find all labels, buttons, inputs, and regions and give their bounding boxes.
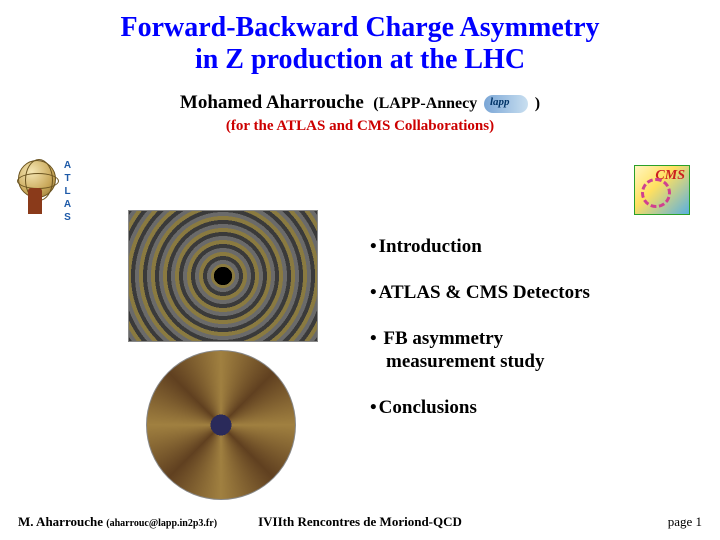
page-label: page — [668, 514, 693, 529]
atlas-logo-icon: ATLAS — [18, 160, 78, 220]
collaboration-text: (for the ATLAS and CMS Collaborations) — [0, 118, 720, 135]
footer-author: M. Aharrouche (aharrouc@lapp.in2p3.fr) — [18, 514, 217, 530]
atlas-label: ATLAS — [62, 160, 73, 225]
page-number: 1 — [696, 514, 703, 529]
bullet-text: FB asymmetry — [383, 328, 503, 349]
list-item: FB asymmetry measurement study — [370, 327, 680, 375]
detector-images — [128, 210, 318, 508]
bullet-text: Conclusions — [379, 397, 477, 418]
list-item: Introduction — [370, 235, 680, 259]
list-item: Conclusions — [370, 396, 680, 420]
title-line-2: in Z production at the LHC — [195, 44, 525, 75]
bullet-text: ATLAS & CMS Detectors — [379, 282, 590, 303]
affiliation-prefix: (LAPP-Annecy — [373, 95, 477, 112]
cms-logo-icon: CMS — [634, 165, 690, 215]
slide-title: Forward-Backward Charge Asymmetry in Z p… — [0, 0, 720, 80]
bullet-text: Introduction — [379, 236, 482, 257]
cms-detector-image — [146, 350, 296, 500]
author-line: Mohamed Aharrouche (LAPP-Annecy ) — [0, 92, 720, 114]
footer-conference: IVIIth Rencontres de Moriond-QCD — [258, 514, 462, 530]
footer-email: (aharrouc@lapp.in2p3.fr) — [106, 518, 217, 529]
title-line-1: Forward-Backward Charge Asymmetry — [120, 12, 599, 43]
list-item: ATLAS & CMS Detectors — [370, 281, 680, 305]
atlas-detector-image — [128, 210, 318, 342]
footer-page: page 1 — [668, 514, 702, 530]
author-name: Mohamed Aharrouche — [180, 92, 364, 113]
lapp-logo-icon — [484, 95, 528, 113]
footer-author-name: M. Aharrouche — [18, 514, 103, 529]
affiliation-suffix: ) — [535, 95, 540, 112]
outline-list: Introduction ATLAS & CMS Detectors FB as… — [370, 235, 680, 442]
cms-ring-icon — [641, 178, 671, 208]
atlas-figure-icon — [28, 188, 42, 214]
bullet-text-cont: measurement study — [386, 350, 680, 374]
footer: M. Aharrouche (aharrouc@lapp.in2p3.fr) I… — [0, 514, 720, 530]
